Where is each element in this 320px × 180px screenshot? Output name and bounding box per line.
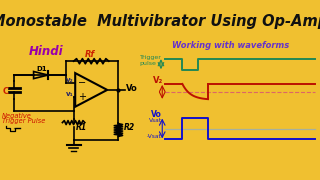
- Text: R1: R1: [76, 123, 87, 132]
- Text: v₁: v₁: [66, 91, 74, 97]
- Text: Monostable  Multivibrator Using Op-Amp: Monostable Multivibrator Using Op-Amp: [0, 14, 320, 29]
- Text: Vsat: Vsat: [149, 118, 162, 123]
- Text: -Vsat: -Vsat: [147, 134, 162, 139]
- Text: Vo: Vo: [126, 84, 138, 93]
- Text: Trigger
pulse: Trigger pulse: [140, 55, 162, 66]
- Text: Negative: Negative: [2, 113, 31, 119]
- Text: Rf: Rf: [85, 50, 95, 59]
- Text: C: C: [3, 87, 9, 96]
- Text: R2: R2: [124, 123, 135, 132]
- Text: V₂: V₂: [153, 76, 163, 85]
- Text: Vo: Vo: [151, 110, 162, 119]
- Text: +: +: [78, 92, 86, 102]
- Text: Working with waveforms: Working with waveforms: [172, 41, 289, 50]
- Text: Hindi: Hindi: [29, 45, 63, 58]
- Text: D1: D1: [37, 66, 47, 72]
- Text: −: −: [78, 78, 86, 88]
- Text: Trigger Pulse: Trigger Pulse: [2, 118, 45, 124]
- Text: v₂: v₂: [66, 77, 74, 83]
